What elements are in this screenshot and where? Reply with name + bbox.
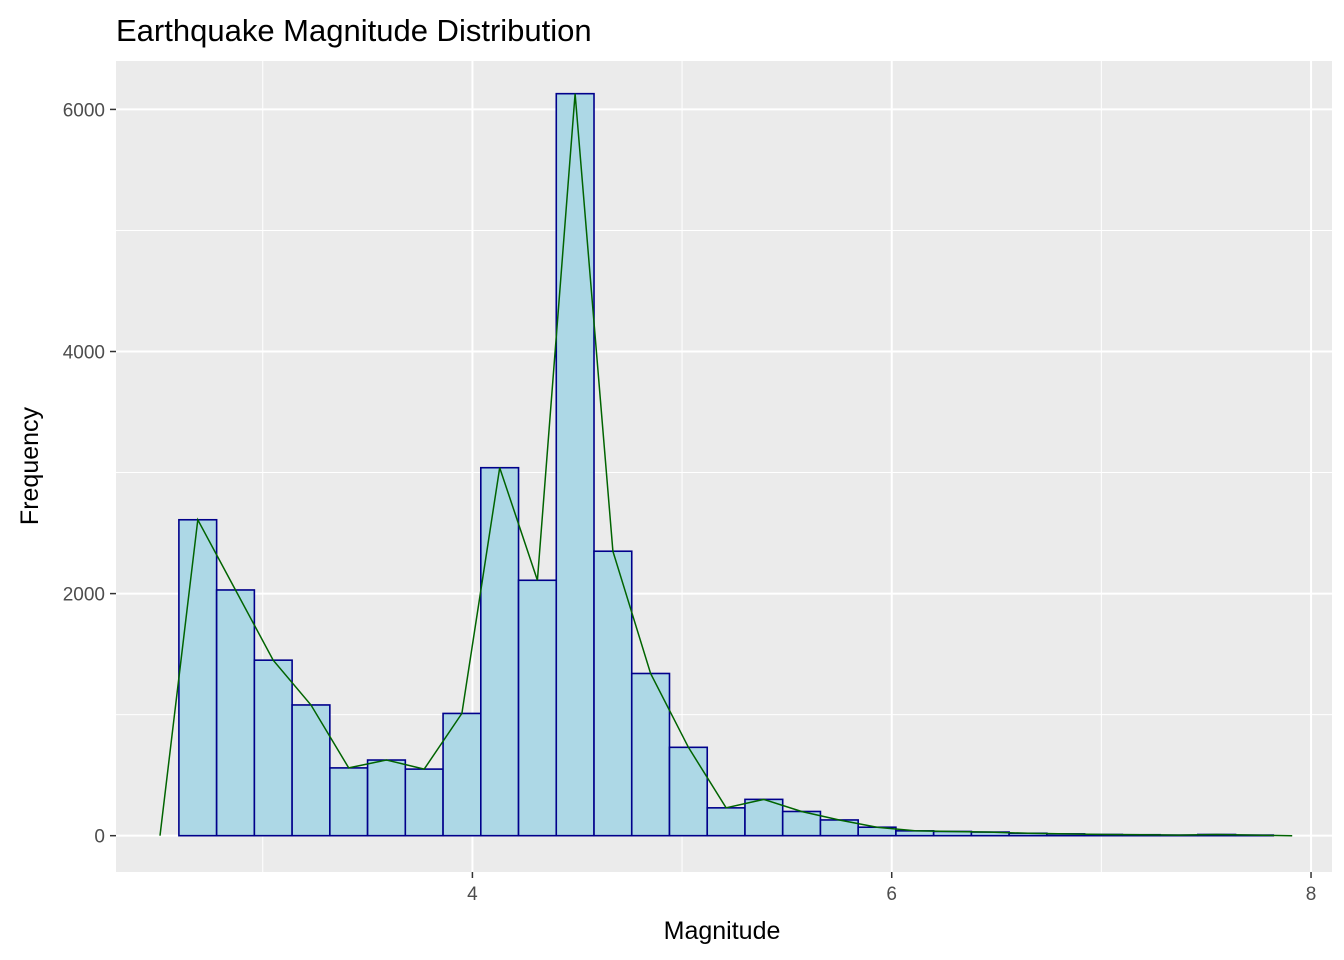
- histogram-bar: [366, 759, 407, 837]
- y-axis-ticks: 0 2000 4000 6000: [63, 100, 116, 848]
- chart-title: Earthquake Magnitude Distribution: [116, 13, 592, 48]
- y-tick-label: 4000: [63, 343, 105, 364]
- histogram-bar: [178, 518, 218, 837]
- histogram-bar: [291, 704, 331, 837]
- x-axis-title: Magnitude: [664, 917, 781, 945]
- histogram-bar: [215, 589, 256, 837]
- y-tick-label: 0: [94, 827, 105, 848]
- histogram-bars: [178, 92, 1275, 837]
- histogram-bar: [593, 550, 633, 837]
- x-tick-label: 6: [886, 884, 897, 905]
- histogram-bar: [253, 659, 293, 837]
- histogram-bar: [517, 579, 558, 837]
- x-axis-ticks: 4 6 8: [467, 872, 1316, 905]
- histogram-bar: [442, 712, 482, 837]
- histogram-bar: [404, 768, 444, 837]
- y-tick-label: 2000: [63, 585, 105, 606]
- histogram-bar: [630, 672, 671, 837]
- histogram-bar: [744, 798, 784, 837]
- histogram-bar: [479, 466, 520, 837]
- x-tick-label: 4: [467, 884, 478, 905]
- histogram-bar: [329, 767, 369, 837]
- histogram-bar: [555, 92, 595, 837]
- frequency-polygon-line: [159, 93, 1293, 837]
- histogram-bar: [706, 807, 746, 837]
- y-tick-label: 6000: [63, 100, 105, 121]
- y-axis-title: Frequency: [16, 406, 44, 525]
- histogram-bar: [668, 746, 709, 837]
- x-tick-label: 8: [1306, 884, 1317, 905]
